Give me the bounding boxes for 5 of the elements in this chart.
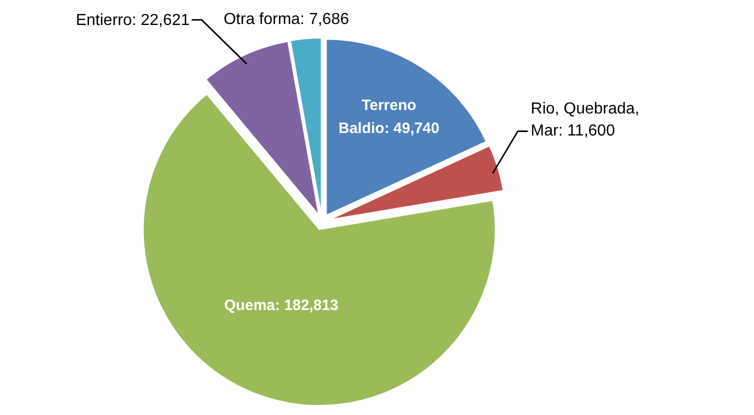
slice-label: Quema: 182,813 <box>224 297 338 314</box>
slice-label: Rio, Quebrada, Mar: 11,600 <box>530 100 640 140</box>
slice-label: Entierro: 22,621 <box>76 12 190 29</box>
slice-label: Otra forma: 7,686 <box>224 10 350 28</box>
slice-label: Terreno Baldio: 49,740 <box>338 96 440 137</box>
